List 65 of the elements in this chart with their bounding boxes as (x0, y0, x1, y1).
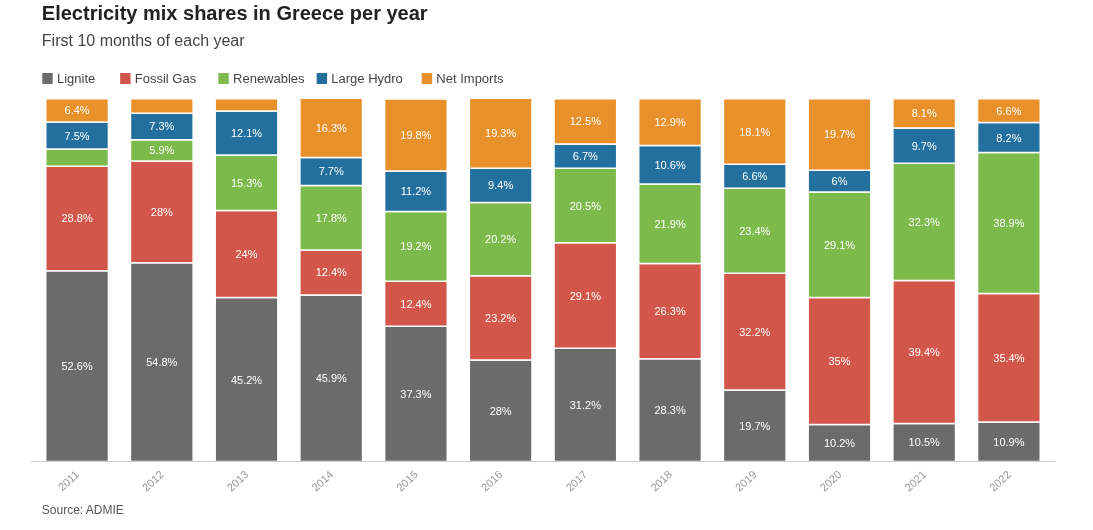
data-label: 8.1% (911, 107, 937, 120)
data-label: 39.4% (908, 345, 941, 358)
data-label: 20.5% (569, 199, 602, 212)
data-label: 10.6% (654, 158, 686, 171)
data-label: 28.8% (61, 212, 93, 225)
data-label: 21.9% (654, 217, 686, 230)
data-label: 12.4% (315, 266, 348, 279)
legend-label: Large Hydro (331, 71, 403, 86)
data-label: 10.2% (823, 437, 856, 449)
data-label: 7.3% (149, 120, 175, 133)
data-label: 19.8% (400, 128, 432, 141)
data-label: 37.3% (400, 387, 432, 400)
legend-label: Fossil Gas (134, 71, 197, 86)
data-label: 12.9% (654, 116, 686, 129)
data-label: 12.4% (400, 297, 432, 310)
chart-subtitle: First 10 months of each year (41, 32, 246, 49)
legend-label: Renewables (233, 71, 306, 86)
data-label: 23.2% (485, 311, 517, 324)
data-label: 6.6% (742, 170, 768, 183)
data-label: 28% (150, 205, 174, 218)
data-label: 19.7% (739, 419, 771, 432)
data-label: 35.4% (993, 351, 1025, 364)
data-label: 52.6% (61, 360, 93, 373)
data-label: 32.2% (739, 325, 771, 338)
data-label: 18.1% (739, 125, 771, 138)
data-label: 31.2% (569, 398, 602, 411)
data-label: 16.3% (315, 121, 348, 134)
data-label: 12.1% (230, 126, 263, 139)
data-label: 6% (831, 175, 848, 188)
data-label: 8.2% (996, 131, 1022, 144)
data-label: 11.2% (400, 185, 432, 198)
data-label: 6.6% (996, 104, 1022, 117)
data-label: 26.3% (654, 305, 686, 318)
data-label: 9.7% (911, 139, 937, 152)
data-label: 54.8% (146, 356, 178, 369)
data-label: 6.7% (572, 150, 599, 163)
legend-label: Lignite (56, 71, 96, 86)
data-label: 28% (489, 404, 512, 417)
data-label: 10.9% (993, 435, 1025, 448)
data-label: 9.4% (488, 179, 514, 192)
data-label: 6.4% (64, 104, 90, 117)
data-label: 38.9% (993, 216, 1025, 229)
data-label: 35% (828, 355, 851, 367)
data-label: 5.9% (149, 144, 175, 157)
data-label: 28.3% (654, 404, 686, 417)
data-label: 24% (235, 247, 258, 260)
data-label: 7.5% (64, 129, 90, 142)
data-label: 17.8% (315, 211, 348, 224)
data-label: 19.7% (823, 128, 856, 141)
chart-title: Electricity mix shares in Greece per year (41, 1, 428, 24)
data-label: 15.3% (230, 176, 263, 189)
data-label: 32.3% (908, 215, 941, 228)
data-label: 45.2% (230, 373, 263, 386)
data-label: 7.7% (318, 165, 344, 178)
data-label: 20.2% (485, 233, 517, 246)
data-label: 12.5% (569, 115, 602, 128)
data-label: 10.5% (908, 436, 941, 449)
data-label: 23.4% (739, 224, 771, 237)
data-label: 19.3% (485, 127, 517, 140)
data-label: 29.1% (569, 289, 602, 302)
source-note: Source: ADMIE (41, 502, 124, 517)
legend-label: Net Imports (436, 71, 505, 86)
data-label: 45.9% (315, 372, 348, 385)
data-label: 19.2% (400, 240, 432, 253)
data-label: 29.1% (823, 238, 856, 251)
